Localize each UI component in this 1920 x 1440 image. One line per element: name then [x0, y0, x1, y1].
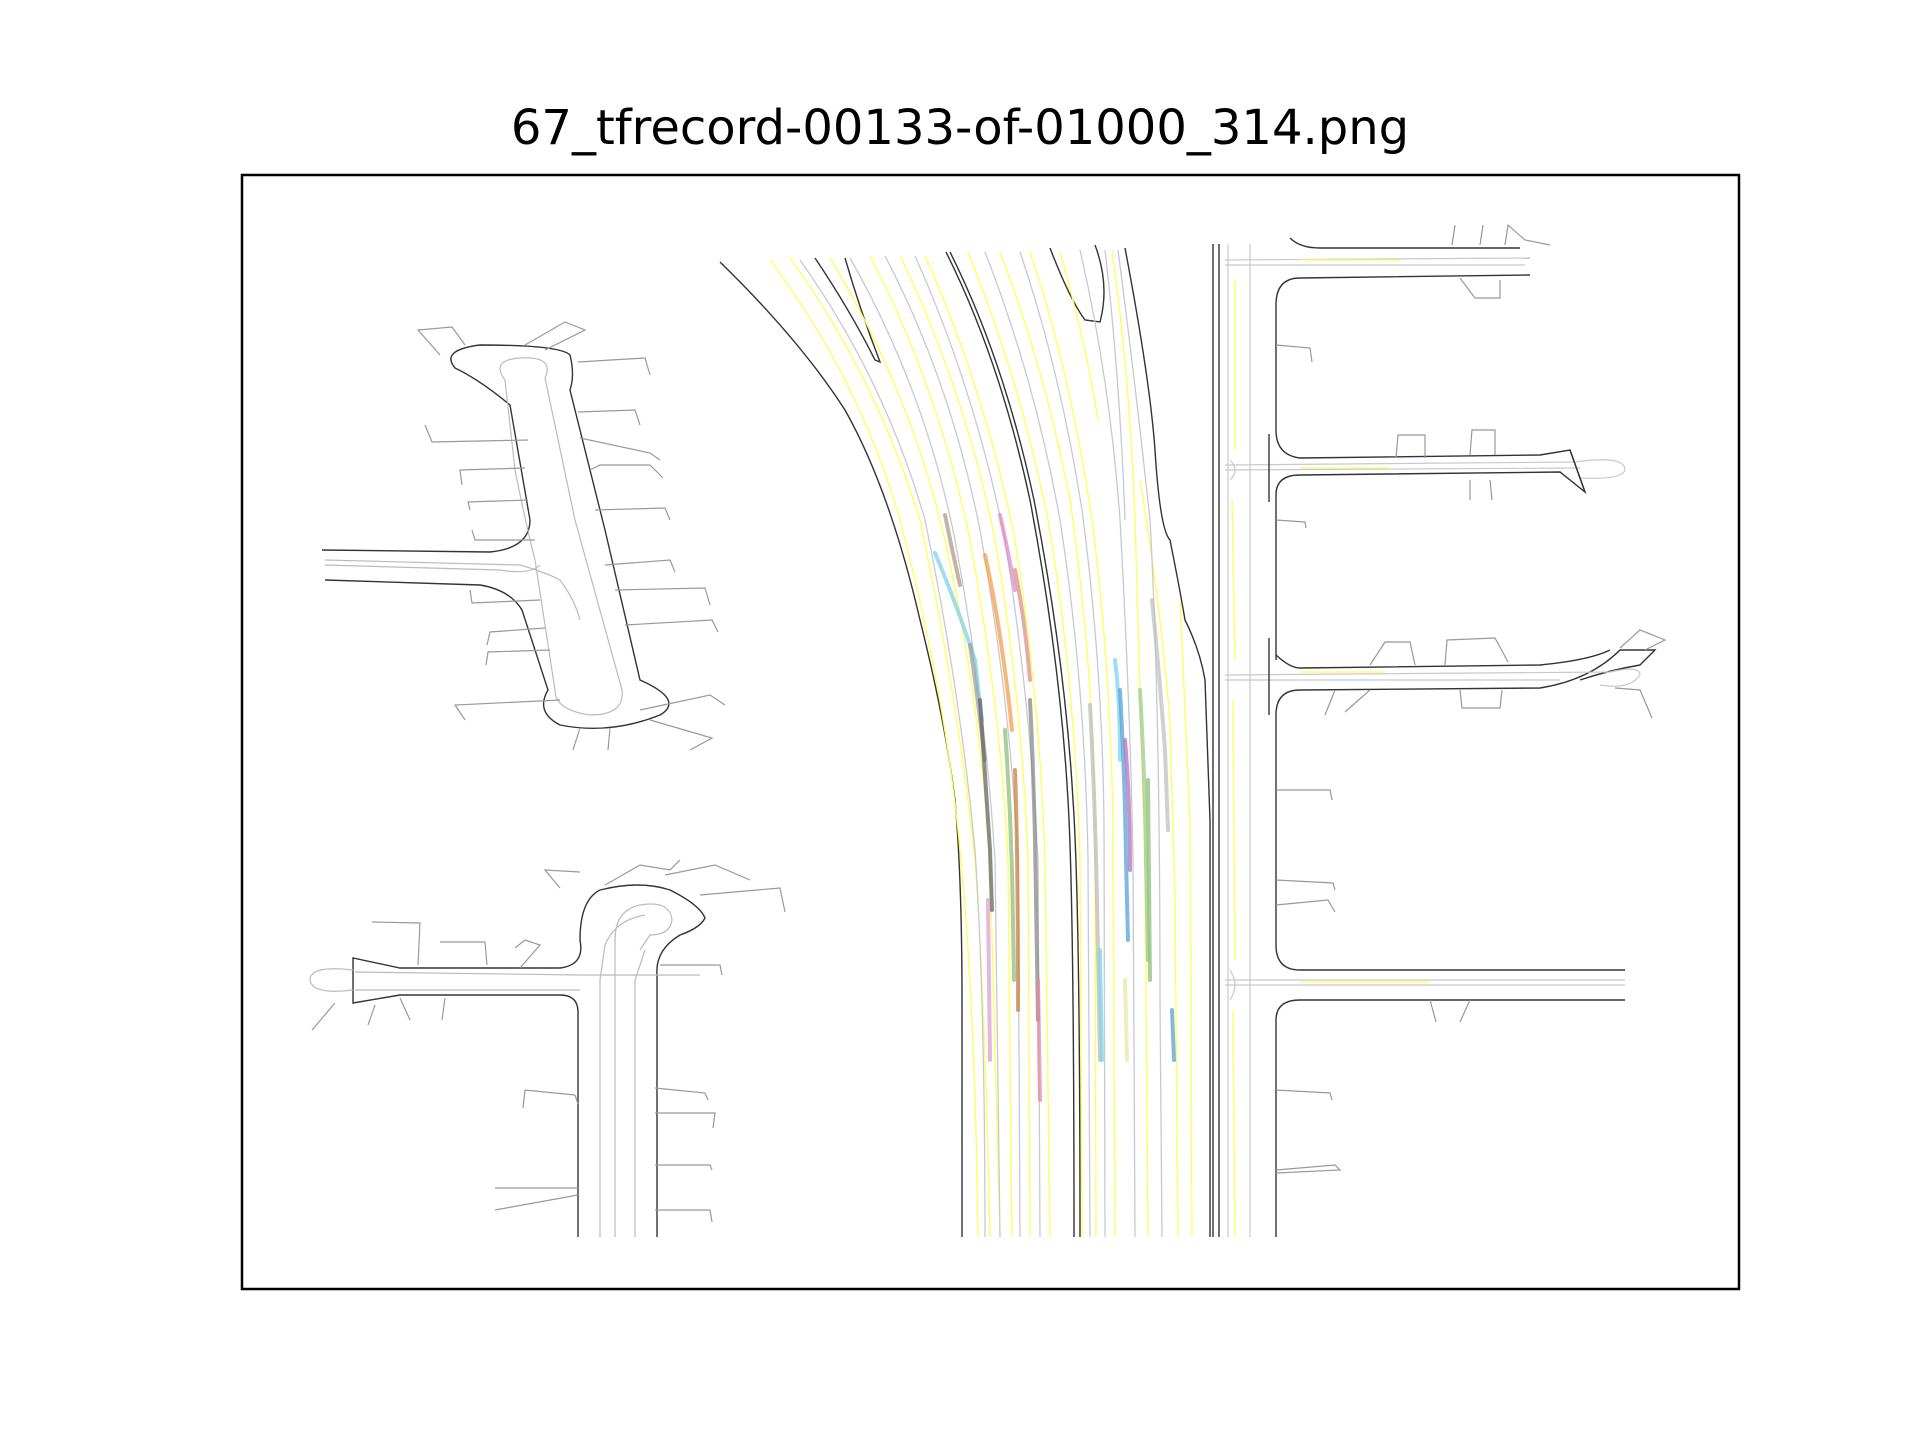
driveways — [311, 859, 786, 1223]
residential-yellow-markings — [1231, 259, 1430, 1238]
t-junction-bottom-left — [309, 859, 786, 1237]
trajectory — [1123, 978, 1129, 1062]
lane-center — [324, 559, 581, 621]
residential-driveways — [1275, 223, 1667, 1174]
road-edge — [352, 884, 706, 1237]
residential-lane-centers — [1224, 244, 1641, 1237]
inner-island — [499, 357, 623, 716]
trajectory — [1028, 698, 1040, 1022]
trajectory — [1150, 598, 1170, 832]
road-edge — [1275, 649, 1611, 669]
lane-center — [599, 914, 646, 1237]
trajectory — [1146, 778, 1152, 982]
trajectory — [1138, 688, 1150, 962]
figure-title: 67_tfrecord-00133-of-01000_314.png — [510, 100, 1410, 156]
road-edge — [1275, 274, 1587, 660]
lane-center — [354, 971, 700, 976]
trajectory — [1003, 728, 1016, 982]
trajectory — [943, 513, 962, 587]
road-edge — [1275, 649, 1657, 971]
road-edge — [1569, 449, 1586, 493]
cul-de-sac-top-left — [321, 321, 726, 751]
agent-trajectories — [933, 513, 1176, 1102]
lane-center — [324, 564, 541, 573]
road-edge — [321, 344, 670, 730]
turnaround-loop — [309, 968, 354, 992]
driveways — [416, 321, 726, 751]
inner-island — [614, 903, 673, 1237]
trajectory — [1098, 948, 1104, 1062]
road-edge-west — [719, 261, 963, 1237]
island-a — [814, 257, 882, 364]
trajectory — [1088, 703, 1102, 1062]
residential-grid-right — [1212, 223, 1667, 1238]
trajectory — [1170, 1008, 1176, 1062]
trajectory — [1013, 768, 1020, 1012]
trajectory — [1113, 658, 1122, 762]
road-edge — [1289, 237, 1520, 249]
trajectory — [1123, 738, 1132, 872]
main-highway — [719, 244, 1211, 1238]
trajectory — [1118, 688, 1130, 942]
trajectory — [1013, 568, 1032, 682]
trajectory — [986, 898, 992, 1062]
trajectory — [983, 553, 1014, 732]
plot-frame — [240, 173, 1741, 1291]
trajectory — [978, 698, 994, 912]
lane-center — [634, 949, 646, 1237]
trajectory — [998, 513, 1017, 592]
road-edge — [1275, 999, 1625, 1237]
median-edge — [949, 251, 1081, 1238]
median-edge — [945, 251, 1075, 1238]
trajectory — [1036, 978, 1042, 1102]
road-edge-east — [1124, 247, 1211, 1237]
island-b — [1049, 244, 1105, 323]
